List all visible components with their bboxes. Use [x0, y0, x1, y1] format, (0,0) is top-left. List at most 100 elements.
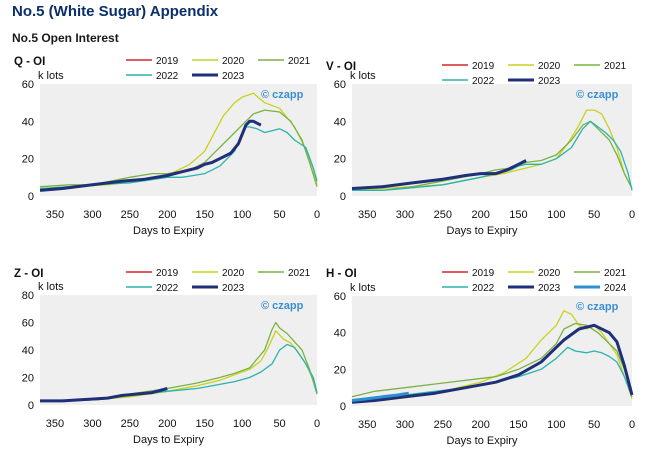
x-tick-label: 150	[196, 418, 214, 430]
legend-label-2020: 2020	[538, 61, 561, 72]
czapp-watermark: © czapp	[576, 301, 619, 313]
chart-q: Q - OI k lots 0 20 40 60 350 300 250 200 150 100 50 0…	[14, 56, 320, 237]
x-axis-label: Days to Expiry	[447, 435, 518, 447]
x-tick-label: 200	[471, 419, 489, 431]
legend-label-2021: 2021	[604, 61, 627, 72]
y-tick-label: 0	[28, 191, 34, 203]
legend-label-2021: 2021	[604, 268, 627, 279]
x-tick-label: 100	[233, 418, 251, 430]
legend-label-2019: 2019	[472, 61, 495, 72]
x-tick-label: 200	[158, 209, 176, 221]
x-axis-label: Days to Expiry	[447, 225, 518, 237]
legend-label-2023: 2023	[538, 76, 561, 87]
legend-label-2020: 2020	[538, 268, 561, 279]
chart-title: V - OI	[326, 61, 356, 73]
x-tick-label: 50	[588, 419, 600, 431]
legend-label-2024: 2024	[604, 283, 627, 294]
series-line-2023	[351, 323, 634, 404]
x-tick-label: 350	[46, 209, 64, 221]
series-line-2022	[351, 346, 633, 402]
czapp-watermark: © czapp	[576, 89, 619, 101]
x-tick-label: 300	[396, 209, 414, 221]
x-tick-label: 0	[629, 209, 635, 221]
chart-v: V - OIk lots 0 20 40 60 350 300 250 200 150 100 50 0…	[326, 61, 635, 237]
page-subtitle: No.5 Open Interest	[12, 31, 119, 45]
series-line-2023	[351, 159, 527, 190]
x-tick-label: 200	[471, 209, 489, 221]
x-tick-label: 250	[434, 419, 452, 431]
legend-label-2022: 2022	[472, 76, 495, 87]
y-axis-label: k lots	[38, 70, 64, 82]
y-axis-label: k lots	[38, 281, 64, 293]
y-tick-label: 40	[334, 328, 346, 340]
x-tick-label: 250	[121, 209, 139, 221]
series-line-2023	[39, 119, 262, 192]
series-line-2021	[352, 120, 633, 192]
y-axis-label: k lots	[350, 282, 376, 294]
y-tick-label: 0	[28, 400, 34, 412]
y-tick-label: 20	[334, 154, 346, 166]
x-tick-label: 50	[273, 418, 285, 430]
y-tick-label: 20	[334, 364, 346, 376]
x-tick-label: 250	[121, 418, 139, 430]
legend-label-2022: 2022	[472, 283, 495, 294]
y-tick-label: 60	[22, 318, 34, 330]
y-tick-label: 40	[334, 116, 346, 128]
legend-label-2022: 2022	[156, 283, 179, 294]
y-tick-label: 0	[340, 191, 346, 203]
legend-label-2021: 2021	[288, 56, 311, 67]
y-tick-label: 60	[334, 79, 346, 91]
x-tick-label: 50	[273, 209, 285, 221]
chart-title: H - OI	[326, 268, 357, 280]
chart-h: H - OI k lots 0 20 40 60 350 300 250 200 150 100 50 0…	[326, 268, 635, 447]
x-tick-label: 0	[314, 418, 320, 430]
y-tick-label: 60	[22, 79, 34, 91]
x-tick-label: 300	[396, 419, 414, 431]
x-tick-label: 150	[509, 419, 527, 431]
x-tick-label: 100	[233, 209, 251, 221]
series-line-2021	[351, 322, 633, 398]
x-tick-label: 350	[46, 418, 64, 430]
x-tick-label: 100	[547, 209, 565, 221]
x-axis-label: Days to Expiry	[133, 225, 204, 237]
y-tick-label: 20	[22, 373, 34, 385]
chart-title: Q - OI	[14, 56, 45, 68]
legend-label-2019: 2019	[156, 268, 179, 279]
legend-label-2020: 2020	[222, 268, 245, 279]
chart-z: Z - OIk lots 0 20 40 60 80 350 300 250 200 150 100 5…	[14, 268, 320, 446]
x-tick-label: 50	[588, 209, 600, 221]
czapp-watermark: © czapp	[261, 300, 304, 312]
x-tick-label: 200	[158, 418, 176, 430]
legend-label-2022: 2022	[156, 71, 179, 82]
legend-label-2023: 2023	[538, 283, 561, 294]
y-tick-label: 0	[340, 401, 346, 413]
y-tick-label: 20	[22, 154, 34, 166]
plot-area	[352, 296, 632, 406]
legend-label-2023: 2023	[222, 71, 245, 82]
x-tick-label: 0	[314, 209, 320, 221]
y-tick-label: 80	[22, 290, 34, 302]
x-axis-label: Days to Expiry	[133, 434, 204, 446]
legend-label-2020: 2020	[222, 56, 245, 67]
x-tick-label: 0	[629, 419, 635, 431]
czapp-watermark: © czapp	[261, 89, 304, 101]
legend-label-2021: 2021	[288, 268, 311, 279]
chart-title: Z - OI	[14, 268, 43, 280]
y-tick-label: 40	[22, 345, 34, 357]
legend-label-2019: 2019	[472, 268, 495, 279]
y-tick-label: 40	[22, 116, 34, 128]
x-tick-label: 150	[196, 209, 214, 221]
y-tick-label: 60	[334, 291, 346, 303]
legend-label-2023: 2023	[222, 283, 245, 294]
x-tick-label: 100	[547, 419, 565, 431]
x-tick-label: 300	[83, 209, 101, 221]
x-tick-label: 250	[434, 209, 452, 221]
plot-area	[352, 84, 632, 196]
legend-label-2019: 2019	[156, 56, 179, 67]
x-tick-label: 150	[509, 209, 527, 221]
x-tick-label: 300	[83, 418, 101, 430]
y-axis-label: k lots	[350, 70, 376, 82]
x-tick-label: 350	[358, 209, 376, 221]
series-line-2022	[352, 120, 633, 192]
